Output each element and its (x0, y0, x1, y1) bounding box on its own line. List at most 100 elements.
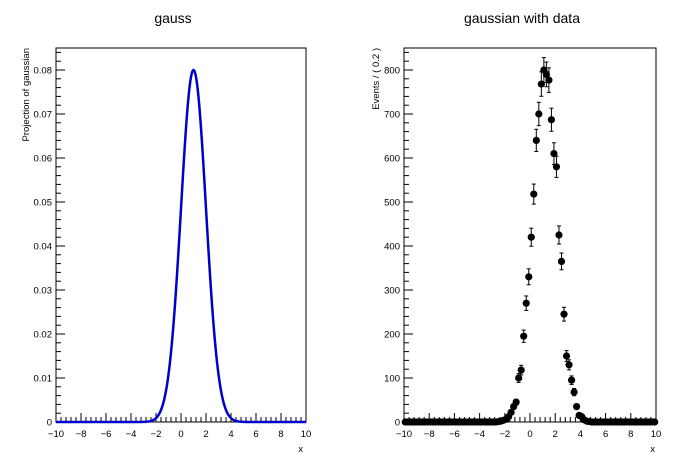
x-tick-label: −10 (48, 429, 64, 440)
x-tick-label: −4 (474, 429, 485, 440)
y-tick-label: 0.06 (34, 154, 53, 165)
x-tick-label: 4 (578, 429, 583, 440)
y-tick-label: 0 (47, 418, 52, 429)
data-point (530, 183, 538, 205)
gaussian-with-data-title: gaussian with data (464, 10, 580, 26)
data-marker (550, 150, 558, 158)
gauss-y-axis-label: Projection of gaussian (21, 48, 32, 141)
y-tick-label: 0 (395, 418, 400, 429)
data-point (552, 155, 561, 178)
x-tick-label: −8 (76, 429, 87, 440)
data-marker (532, 136, 540, 144)
data-point (517, 364, 525, 376)
y-tick-label: 0.08 (34, 66, 53, 77)
y-tick-label: 400 (384, 242, 400, 253)
y-tick-label: 800 (384, 66, 400, 77)
data-marker (520, 332, 528, 340)
x-tick-label: 2 (553, 429, 558, 440)
data-point (515, 373, 523, 383)
x-tick-label: −10 (396, 429, 412, 440)
x-tick-label: 0 (178, 429, 183, 440)
data-marker (547, 116, 556, 124)
data-marker (567, 376, 576, 384)
data-marker (517, 366, 525, 374)
data-marker (570, 388, 578, 396)
x-tick-label: −2 (499, 429, 510, 440)
data-point (527, 227, 535, 247)
gauss-x-ticks: −10 −8 −6 −4 −2 0 2 4 6 8 10 (48, 413, 311, 440)
data-marker (651, 418, 659, 426)
x-tick-label: 6 (603, 429, 608, 440)
data-marker (522, 299, 530, 307)
data-point (562, 350, 571, 362)
gauss-x-axis-label: x (298, 444, 303, 455)
data-marker (525, 273, 533, 281)
data-point (520, 329, 528, 343)
x-tick-label: −6 (449, 429, 460, 440)
y-tick-label: 0.01 (34, 374, 53, 385)
data-marker (515, 374, 523, 382)
data-y-axis-label: Events / ( 0.2 ) (371, 48, 382, 110)
data-marker (535, 110, 543, 118)
y-tick-label: 500 (384, 198, 400, 209)
gaussian-curve (56, 68, 306, 424)
data-marker (507, 408, 515, 416)
data-marker (545, 76, 553, 84)
data-point (560, 306, 568, 322)
x-tick-label: 4 (228, 429, 233, 440)
data-marker (560, 310, 568, 318)
y-tick-label: 0.05 (34, 198, 53, 209)
y-tick-label: 200 (384, 330, 400, 341)
data-marker (552, 163, 561, 171)
y-tick-label: 0.03 (34, 286, 53, 297)
data-point (532, 128, 540, 153)
data-point (567, 375, 576, 385)
data-point (547, 107, 556, 132)
data-point (535, 101, 543, 127)
x-tick-label: 0 (527, 429, 532, 440)
x-tick-label: 10 (651, 429, 662, 440)
data-marker (542, 70, 550, 78)
y-tick-label: 600 (384, 154, 400, 165)
data-point (573, 403, 581, 411)
x-tick-label: 8 (278, 429, 283, 440)
data-marker (573, 403, 581, 411)
data-point (651, 418, 659, 426)
gauss-y-ticks: 0 0.01 0.02 0.03 0.04 0.05 0.06 0.07 0.08 (34, 51, 65, 429)
gauss-panel: gauss −10 −8 −6 −4 −2 0 2 4 6 8 10 0 0.01 0.02 0.03 0.… (21, 10, 311, 455)
data-marker (557, 257, 566, 265)
data-point (525, 268, 533, 286)
data-point (507, 408, 515, 416)
x-tick-label: 6 (253, 429, 258, 440)
data-point (545, 67, 553, 93)
data-point (522, 295, 530, 311)
data-point (557, 252, 566, 271)
y-tick-label: 0.04 (34, 242, 53, 253)
data-x-axis-label: x (650, 444, 655, 455)
x-tick-label: −2 (151, 429, 162, 440)
data-y-ticks: 0 100 200 300 400 500 600 700 800 (384, 51, 413, 429)
x-tick-label: 2 (203, 429, 208, 440)
x-tick-label: −4 (126, 429, 137, 440)
y-tick-label: 0.07 (34, 110, 53, 121)
x-tick-label: −8 (424, 429, 435, 440)
data-marker (530, 190, 538, 198)
data-point (570, 387, 578, 397)
data-marker (562, 352, 571, 360)
x-tick-label: 10 (301, 429, 312, 440)
data-point (550, 142, 558, 165)
data-marker (565, 361, 573, 369)
data-marker (512, 398, 520, 406)
data-point (555, 225, 563, 245)
data-points (401, 57, 659, 426)
data-point (565, 359, 573, 371)
data-marker (527, 233, 535, 241)
data-marker (555, 231, 563, 239)
y-tick-label: 100 (384, 374, 400, 385)
x-tick-label: 8 (628, 429, 633, 440)
gauss-title: gauss (154, 10, 191, 26)
y-tick-label: 300 (384, 286, 400, 297)
gaussian-with-data-panel: gaussian with data −10 −8 −6 −4 −2 0 2 4 6 8 10 0 1… (371, 10, 661, 455)
